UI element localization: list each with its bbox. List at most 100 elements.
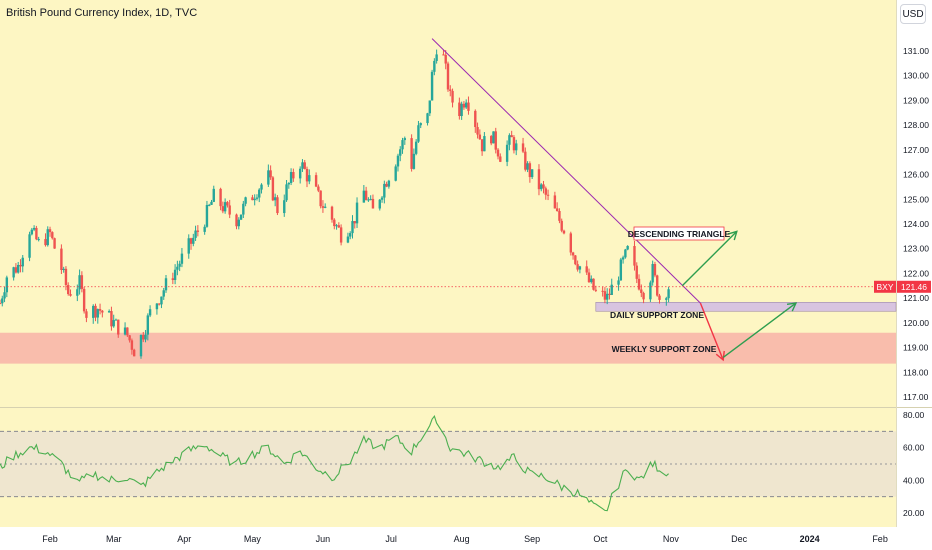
symbol-tag: BXY (876, 282, 893, 292)
price-tick-label: 124.00 (903, 219, 929, 229)
chart-title: British Pound Currency Index, 1D, TVC (6, 7, 198, 19)
candle-body (160, 296, 163, 305)
candle-body (139, 334, 143, 357)
price-axis-bg (896, 0, 932, 550)
candle-body (221, 206, 225, 212)
candle-body (496, 149, 500, 157)
candle-body (367, 199, 370, 201)
candle-body (430, 71, 434, 101)
candle-body (574, 255, 577, 265)
candle-body (362, 190, 366, 203)
candle-body (271, 177, 275, 201)
candle-body (51, 232, 54, 239)
candle-body (435, 54, 438, 61)
candle-body (603, 291, 607, 300)
time-tick-label: Aug (454, 534, 470, 544)
candle-body (553, 195, 557, 209)
price-tick-label: 119.00 (903, 343, 929, 353)
candle-body (394, 166, 397, 181)
candle-body (380, 197, 384, 200)
candle-body (540, 184, 543, 190)
candle-body (126, 327, 129, 336)
candle-body (665, 298, 668, 300)
candle-body (510, 135, 513, 138)
candle-body (69, 294, 72, 296)
candle-body (403, 138, 406, 141)
candle-body (651, 264, 654, 283)
candle-body (542, 184, 545, 189)
candle-body (585, 266, 588, 273)
candle-body (492, 131, 495, 144)
time-tick-label: Dec (731, 534, 748, 544)
candle-body (621, 257, 625, 260)
candle-body (178, 263, 181, 267)
candle-body (649, 282, 652, 300)
candle-body (303, 162, 306, 169)
time-tick-label: Apr (177, 534, 191, 544)
candle-body (321, 206, 325, 208)
candle-body (298, 168, 302, 179)
candle-body (619, 259, 623, 281)
price-tick-label: 117.00 (903, 392, 929, 402)
time-tick-label: Jun (316, 534, 331, 544)
candle-body (433, 60, 436, 72)
candle-body (242, 203, 245, 215)
candle-body (555, 208, 559, 211)
projection-arrow-line (722, 302, 797, 359)
candle-body (3, 292, 6, 299)
candle-body (67, 285, 70, 295)
candle-body (474, 110, 477, 128)
weekly-support-zone (0, 332, 896, 364)
candle-body (546, 194, 550, 196)
candle-body (269, 170, 272, 178)
candle-body (569, 233, 573, 253)
candle-body (464, 102, 468, 108)
price-tick-label: 120.00 (903, 318, 929, 328)
last-price-tag-bg (897, 280, 931, 293)
candle-body (208, 204, 211, 206)
candle-body (355, 202, 359, 224)
candle-body (594, 289, 598, 291)
currency-button[interactable]: USD (900, 4, 926, 24)
time-tick-label: Oct (593, 534, 608, 544)
candle-body (558, 210, 561, 221)
candle-body (667, 289, 670, 299)
candle-body (624, 249, 627, 258)
candle-body (451, 90, 454, 103)
candles (0, 49, 670, 359)
candle-body (155, 303, 159, 310)
candle-body (228, 205, 231, 215)
rsi-tick-label: 20.00 (903, 508, 925, 518)
candle-body (223, 202, 227, 212)
candle-body (640, 289, 643, 293)
candle-body (142, 334, 145, 340)
candle-body (323, 206, 327, 208)
candle-body (476, 127, 479, 135)
candle-body (605, 293, 609, 300)
candle-body (80, 275, 84, 289)
candle-body (148, 309, 152, 316)
time-tick-label: Feb (42, 534, 58, 544)
candle-body (587, 272, 591, 283)
price-tick-label: 129.00 (903, 95, 929, 105)
candle-body (442, 54, 445, 56)
candle-body (369, 198, 372, 200)
candle-body (130, 340, 134, 350)
daily-support-zone-label: DAILY SUPPORT ZONE (610, 310, 704, 320)
candle-body (267, 170, 270, 185)
candle-body (251, 197, 254, 201)
candle-body (387, 180, 391, 187)
candle-body (164, 278, 168, 291)
candle-body (98, 309, 102, 311)
candle-body (378, 199, 381, 209)
candle-body (244, 197, 247, 204)
candle-body (260, 184, 263, 190)
candle-body (399, 149, 402, 156)
candle-body (308, 175, 311, 182)
candle-body (76, 289, 79, 296)
candle-body (526, 163, 529, 170)
candle-body (333, 219, 336, 227)
candle-body (499, 156, 502, 162)
